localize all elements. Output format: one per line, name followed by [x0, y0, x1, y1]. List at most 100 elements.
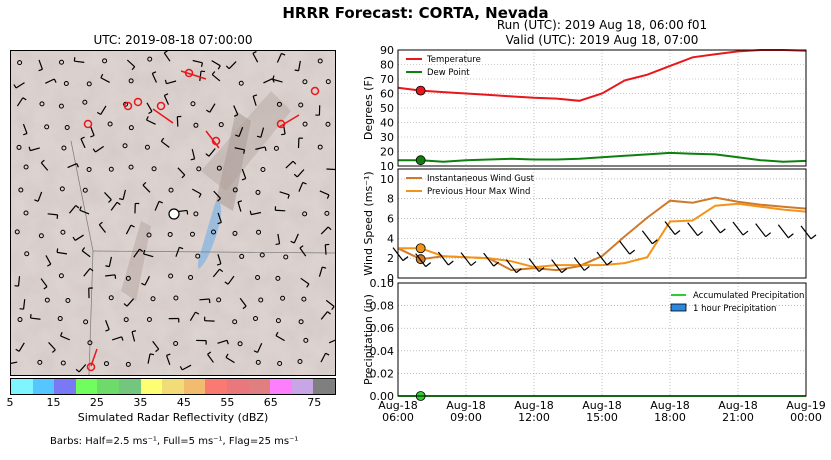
- wind-barb-flag: [195, 311, 200, 315]
- calm-wind-marker: [167, 231, 173, 237]
- calm-wind-marker: [125, 361, 131, 367]
- wind-barb-shaft: [11, 361, 18, 365]
- wind-barb-shaft: [166, 80, 177, 85]
- calm-wind-marker: [317, 58, 323, 64]
- wind-barb-shaft: [89, 125, 95, 136]
- wind-barb-shaft: [40, 162, 49, 171]
- wind-barb-shaft: [68, 205, 77, 214]
- series-line: [398, 151, 807, 163]
- wind-barb-shaft: [192, 59, 203, 64]
- y-tick-label: 20: [380, 146, 394, 159]
- wind-barb: [651, 239, 658, 245]
- wind-barb-shaft: [74, 60, 85, 63]
- calm-wind-marker: [108, 295, 114, 301]
- county-boundary: [88, 250, 94, 375]
- calm-wind-marker: [61, 145, 67, 151]
- wind-barb-shaft: [74, 234, 84, 241]
- wind-barb-shaft: [165, 355, 171, 366]
- wind-barb-flag: [292, 160, 297, 165]
- calm-wind-marker: [23, 210, 29, 216]
- calm-wind-marker: [232, 230, 238, 236]
- wind-barb-shaft: [320, 311, 328, 320]
- calm-wind-marker: [196, 166, 202, 172]
- y-tick-label: 30: [380, 131, 394, 144]
- calm-wind-marker: [150, 296, 156, 302]
- wind-barb-flag: [40, 159, 45, 164]
- wind-barb-shaft: [211, 74, 221, 82]
- y-tick-label: 80: [380, 59, 394, 72]
- wind-barb: [810, 234, 817, 240]
- strong-wind-barb: [278, 114, 300, 128]
- strong-wind-barb: [205, 130, 220, 149]
- wind-barb: [755, 223, 767, 238]
- wind-barb: [437, 251, 449, 266]
- wind-barb-shaft: [154, 201, 160, 211]
- wind-barb-shaft: [104, 192, 112, 201]
- colorbar-swatch: [205, 379, 227, 394]
- calm-wind-marker: [146, 232, 152, 238]
- wind-barb-flag: [160, 137, 165, 142]
- calm-wind-marker: [83, 319, 89, 325]
- wind-barb-flag: [28, 146, 31, 151]
- calm-wind-marker: [302, 121, 308, 127]
- legend-label: Temperature: [426, 55, 481, 65]
- wind-barb-shaft: [300, 277, 310, 285]
- wind-barb-flag: [121, 336, 124, 341]
- calm-wind-marker: [16, 144, 22, 150]
- calm-wind-marker: [44, 297, 50, 303]
- x-tick-date: Aug-18: [650, 399, 689, 412]
- calm-wind-marker: [87, 340, 93, 346]
- wind-barb-flag: [327, 311, 331, 315]
- wind-barb-shaft: [163, 52, 171, 62]
- y-tick-label: 4: [387, 232, 394, 245]
- wind-barb-shaft: [163, 95, 170, 105]
- wind-barb-flag: [179, 246, 184, 250]
- wind-barb-flag: [152, 71, 157, 74]
- wind-barb-flag: [217, 198, 221, 202]
- x-tick-time: 21:00: [722, 411, 754, 424]
- wind-barb-shaft: [16, 97, 24, 107]
- wind-barb: [800, 225, 812, 240]
- wind-barb-shaft: [208, 148, 216, 157]
- wind-barb-shaft: [260, 127, 265, 138]
- calm-wind-marker: [255, 189, 261, 195]
- x-tick-time: 15:00: [586, 411, 618, 424]
- calm-wind-marker: [123, 101, 129, 107]
- wind-barb-shaft: [45, 255, 52, 265]
- wind-barb-flag: [217, 221, 222, 225]
- wind-barb-flag: [15, 348, 20, 352]
- wind-barb-flag: [243, 149, 246, 154]
- wind-barb-shaft: [212, 268, 221, 278]
- wind-barb-flag: [281, 52, 286, 56]
- y-tick-label: 10: [380, 173, 394, 186]
- wind-barb-flag: [163, 51, 168, 54]
- wind-barb-flag: [146, 116, 149, 121]
- colorbar-swatch: [118, 379, 141, 394]
- wind-barb-shaft: [255, 146, 266, 150]
- calm-wind-marker: [303, 337, 309, 343]
- calm-wind-marker: [238, 80, 244, 86]
- wind-barb-flag: [155, 348, 160, 353]
- wind-barb-shaft: [189, 311, 196, 322]
- y-axis-label: Precipitation (in): [362, 294, 375, 385]
- calm-wind-marker: [58, 273, 64, 279]
- wind-barb-shaft: [125, 224, 132, 235]
- wind-barb-flag: [275, 243, 280, 246]
- calm-wind-marker: [57, 316, 63, 322]
- calm-wind-marker: [325, 121, 331, 127]
- colorbar-tick-label: 25: [89, 396, 104, 409]
- county-boundary: [92, 250, 335, 254]
- wind-barb-flag: [92, 148, 96, 153]
- wind-barb-flag: [326, 194, 330, 199]
- wind-barb: [505, 259, 517, 274]
- wind-barb: [447, 260, 454, 266]
- wind-barb-shaft: [40, 278, 48, 287]
- wind-barb-flag: [47, 263, 52, 267]
- mountain-ridge: [216, 111, 251, 211]
- wind-barb-flag: [149, 353, 155, 356]
- wind-barb-shaft: [22, 299, 26, 310]
- colorbar-swatch: [248, 379, 271, 394]
- wind-barb-shaft: [191, 149, 196, 160]
- calm-wind-marker: [255, 359, 261, 365]
- wind-barb-shaft: [225, 356, 235, 364]
